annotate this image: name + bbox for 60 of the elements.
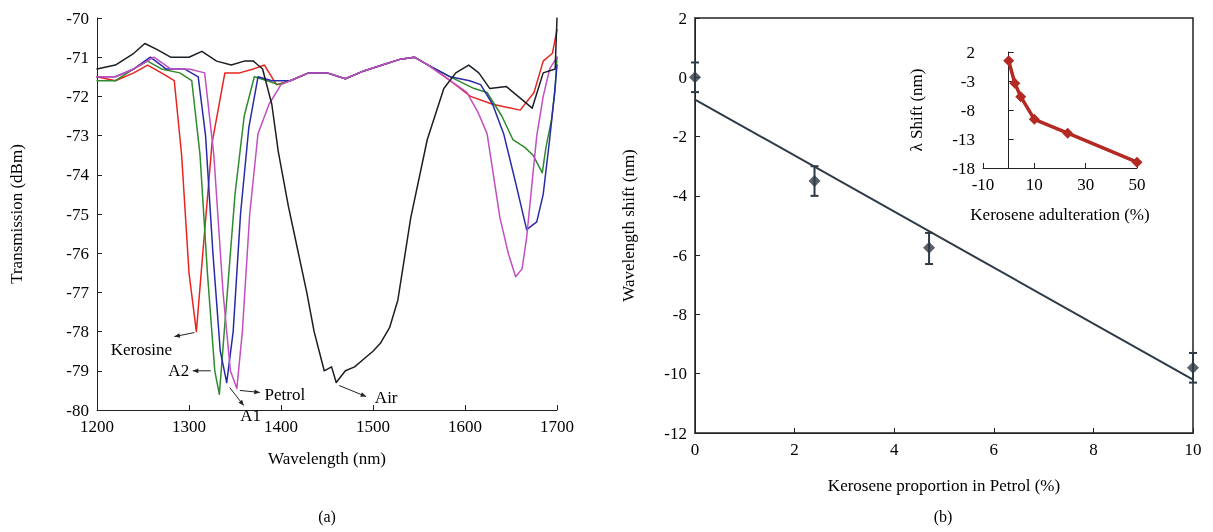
y-tick-label: -6 bbox=[672, 245, 687, 265]
x-tick-label: 50 bbox=[1128, 175, 1146, 194]
y-tick-label: -76 bbox=[66, 243, 89, 263]
annotation: A2 bbox=[168, 361, 190, 381]
y-tick-label: -12 bbox=[664, 423, 687, 443]
y-axis-title: λ Shift (nm) bbox=[907, 68, 926, 152]
point bbox=[923, 241, 936, 254]
y-tick-label: 2 bbox=[966, 42, 975, 62]
y-tick-label: -75 bbox=[66, 204, 89, 224]
y-tick-label: -70 bbox=[66, 8, 89, 28]
point bbox=[1131, 156, 1143, 168]
y-tick-label: -73 bbox=[66, 126, 89, 146]
y-tick-label: -18 bbox=[952, 158, 975, 178]
x-tick-label: 10 bbox=[1184, 440, 1202, 459]
point bbox=[1015, 91, 1027, 103]
y-tick-label: -10 bbox=[664, 364, 687, 384]
y-tick-label: -2 bbox=[672, 127, 687, 147]
y-tick-label: -80 bbox=[66, 400, 89, 420]
y-axis-title: Transmission (dBm) bbox=[7, 144, 26, 284]
point bbox=[808, 175, 821, 188]
x-tick-label: 2 bbox=[790, 440, 799, 459]
y-tick-label: -71 bbox=[66, 47, 89, 67]
annotation: Kerosine bbox=[110, 340, 173, 360]
x-tick-label: 1300 bbox=[172, 417, 206, 436]
x-tick-label: 1600 bbox=[448, 417, 482, 436]
x-tick-label: 1400 bbox=[264, 417, 298, 436]
point bbox=[1009, 77, 1021, 89]
y-tick-label: 0 bbox=[678, 67, 687, 87]
y-tick-label: -13 bbox=[952, 129, 975, 149]
annotation: A1 bbox=[240, 406, 262, 426]
x-tick-label: 4 bbox=[889, 440, 899, 459]
y-tick-label: -8 bbox=[960, 100, 975, 120]
annotation: Air bbox=[374, 388, 398, 408]
x-tick-label: 6 bbox=[989, 440, 999, 459]
x-tick-label: 30 bbox=[1077, 175, 1095, 194]
text: (a) bbox=[318, 507, 336, 526]
x-tick-label: 10 bbox=[1025, 175, 1043, 194]
y-tick-label: -79 bbox=[66, 361, 89, 381]
x-tick-label: 8 bbox=[1089, 440, 1098, 459]
annotation: Petrol bbox=[264, 384, 306, 404]
x-tick-label: 1500 bbox=[356, 417, 390, 436]
y-tick-label: -77 bbox=[66, 282, 90, 302]
point bbox=[1003, 55, 1015, 67]
x-axis-title: Wavelength (nm) bbox=[267, 449, 387, 468]
text: (b) bbox=[933, 507, 953, 526]
x-axis-title: Kerosene proportion in Petrol (%) bbox=[827, 476, 1061, 495]
y-tick-label: 2 bbox=[678, 8, 687, 28]
y-tick-label: -72 bbox=[66, 86, 89, 106]
point bbox=[1028, 113, 1040, 125]
y-axis-title: Wavelength shift (nm) bbox=[619, 149, 638, 302]
y-tick-label: -78 bbox=[66, 322, 89, 342]
point bbox=[1062, 127, 1074, 139]
y-tick-label: -8 bbox=[672, 304, 687, 324]
x-tick-label: 1700 bbox=[540, 417, 574, 436]
y-tick-label: -74 bbox=[66, 165, 90, 185]
x-axis-title: Kerosene adulteration (%) bbox=[970, 205, 1150, 224]
y-tick-label: -4 bbox=[672, 186, 688, 206]
y-tick-label: -3 bbox=[960, 71, 975, 91]
x-tick-label: 1200 bbox=[80, 417, 114, 436]
x-tick-label: 0 bbox=[690, 440, 700, 459]
